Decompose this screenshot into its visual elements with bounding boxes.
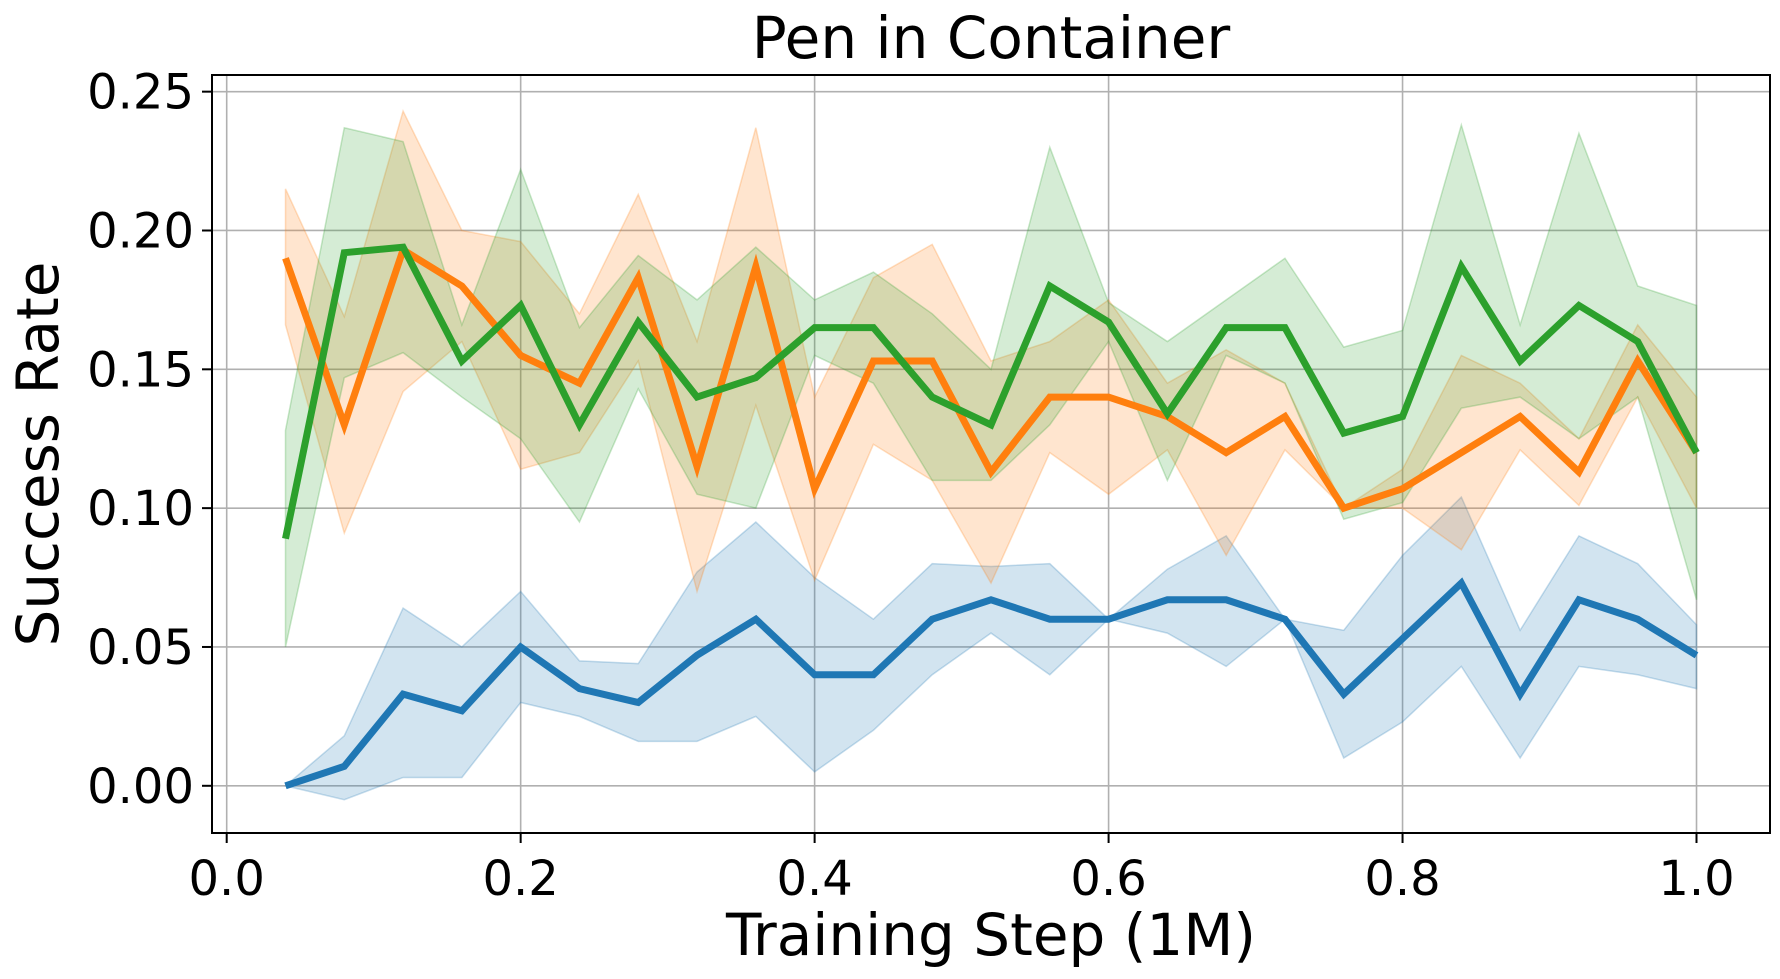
y-tick-label: 0.25 [87, 65, 194, 121]
x-axis-title: Training Step (1M) [725, 901, 1256, 969]
axis-ticks: 0.0 0.2 0.4 0.6 0.8 1.0 0.00 0.05 0.10 0.15 0.20 0.… [87, 65, 1735, 907]
x-tick-label: 0.6 [1070, 851, 1146, 907]
x-tick-label: 0.0 [189, 851, 265, 907]
x-tick-label: 0.4 [776, 851, 852, 907]
y-tick-label: 0.00 [87, 759, 194, 815]
grid-lines [212, 75, 1770, 833]
x-tick-label: 1.0 [1658, 851, 1734, 907]
series-0-line [284, 577, 1699, 790]
y-tick-label: 0.15 [87, 342, 194, 398]
series-2-line [282, 243, 1700, 540]
chart-title: Pen in Container [752, 4, 1231, 72]
y-tick-label: 0.05 [87, 620, 194, 676]
y-axis-title: Success Rate [4, 262, 72, 647]
plot-frame [211, 74, 1771, 834]
series-1-confidence-band [284, 109, 1698, 595]
series-lines [282, 243, 1700, 790]
series-1-line [282, 244, 1700, 513]
x-tick-label: 0.2 [482, 851, 558, 907]
series-2-confidence-band [284, 122, 1698, 648]
confidence-bands [283, 109, 1698, 801]
series-0-confidence-band [283, 495, 1698, 801]
y-tick-label: 0.20 [87, 203, 194, 259]
x-tick-label: 0.8 [1364, 851, 1440, 907]
y-tick-label: 0.10 [87, 481, 194, 537]
